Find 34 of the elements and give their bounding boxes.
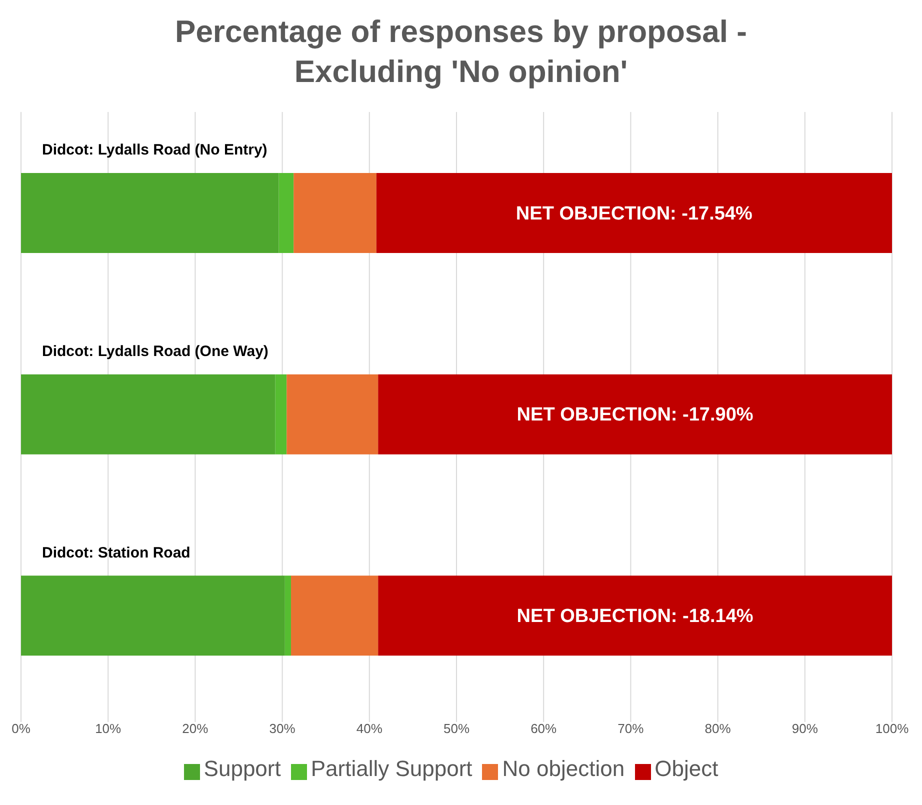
x-tick-label: 90% (792, 721, 818, 736)
annotation: NET OBJECTION: -18.14% (516, 606, 754, 628)
x-tick-label: 50% (443, 721, 470, 736)
legend-label: Object (654, 756, 718, 781)
x-tick-label: 70% (618, 721, 644, 736)
x-tick-label: 20% (182, 721, 209, 736)
bar (291, 576, 378, 656)
bar (378, 576, 892, 656)
y-tick-label: Didcot: Lydalls Road (No Entry) (42, 142, 268, 159)
annotation: NET OBJECTION: -17.54% (516, 203, 753, 224)
y-tick-label: Didcot: Lydalls Road (One Way) (42, 343, 268, 360)
bar (294, 173, 376, 253)
y-tick-label: Didcot: Station Road (42, 544, 190, 562)
annotation: NET OBJECTION: -17.90% (516, 404, 754, 426)
x-tick-label: 10% (95, 721, 122, 736)
x-tick-label: 60% (530, 721, 558, 736)
legend-label: Partially Support (310, 756, 472, 781)
x-tick-label: 100% (875, 721, 910, 736)
bar (378, 374, 892, 454)
chart-title: Percentage of responses by proposal - Excluding 'No opinion' (174, 13, 748, 91)
bar (286, 374, 378, 454)
bar (21, 576, 285, 656)
bar (278, 173, 294, 253)
bar (275, 374, 287, 454)
x-tick-label: 80% (704, 721, 732, 736)
bar (21, 374, 276, 454)
bar (376, 173, 892, 253)
x-tick-label: 0% (12, 721, 31, 736)
bar (21, 173, 279, 253)
legend-label: Support (204, 756, 281, 781)
legend-label: No objection (502, 756, 625, 781)
bar (284, 576, 292, 656)
x-tick-label: 30% (269, 721, 296, 736)
x-tick-label: 40% (356, 721, 383, 736)
